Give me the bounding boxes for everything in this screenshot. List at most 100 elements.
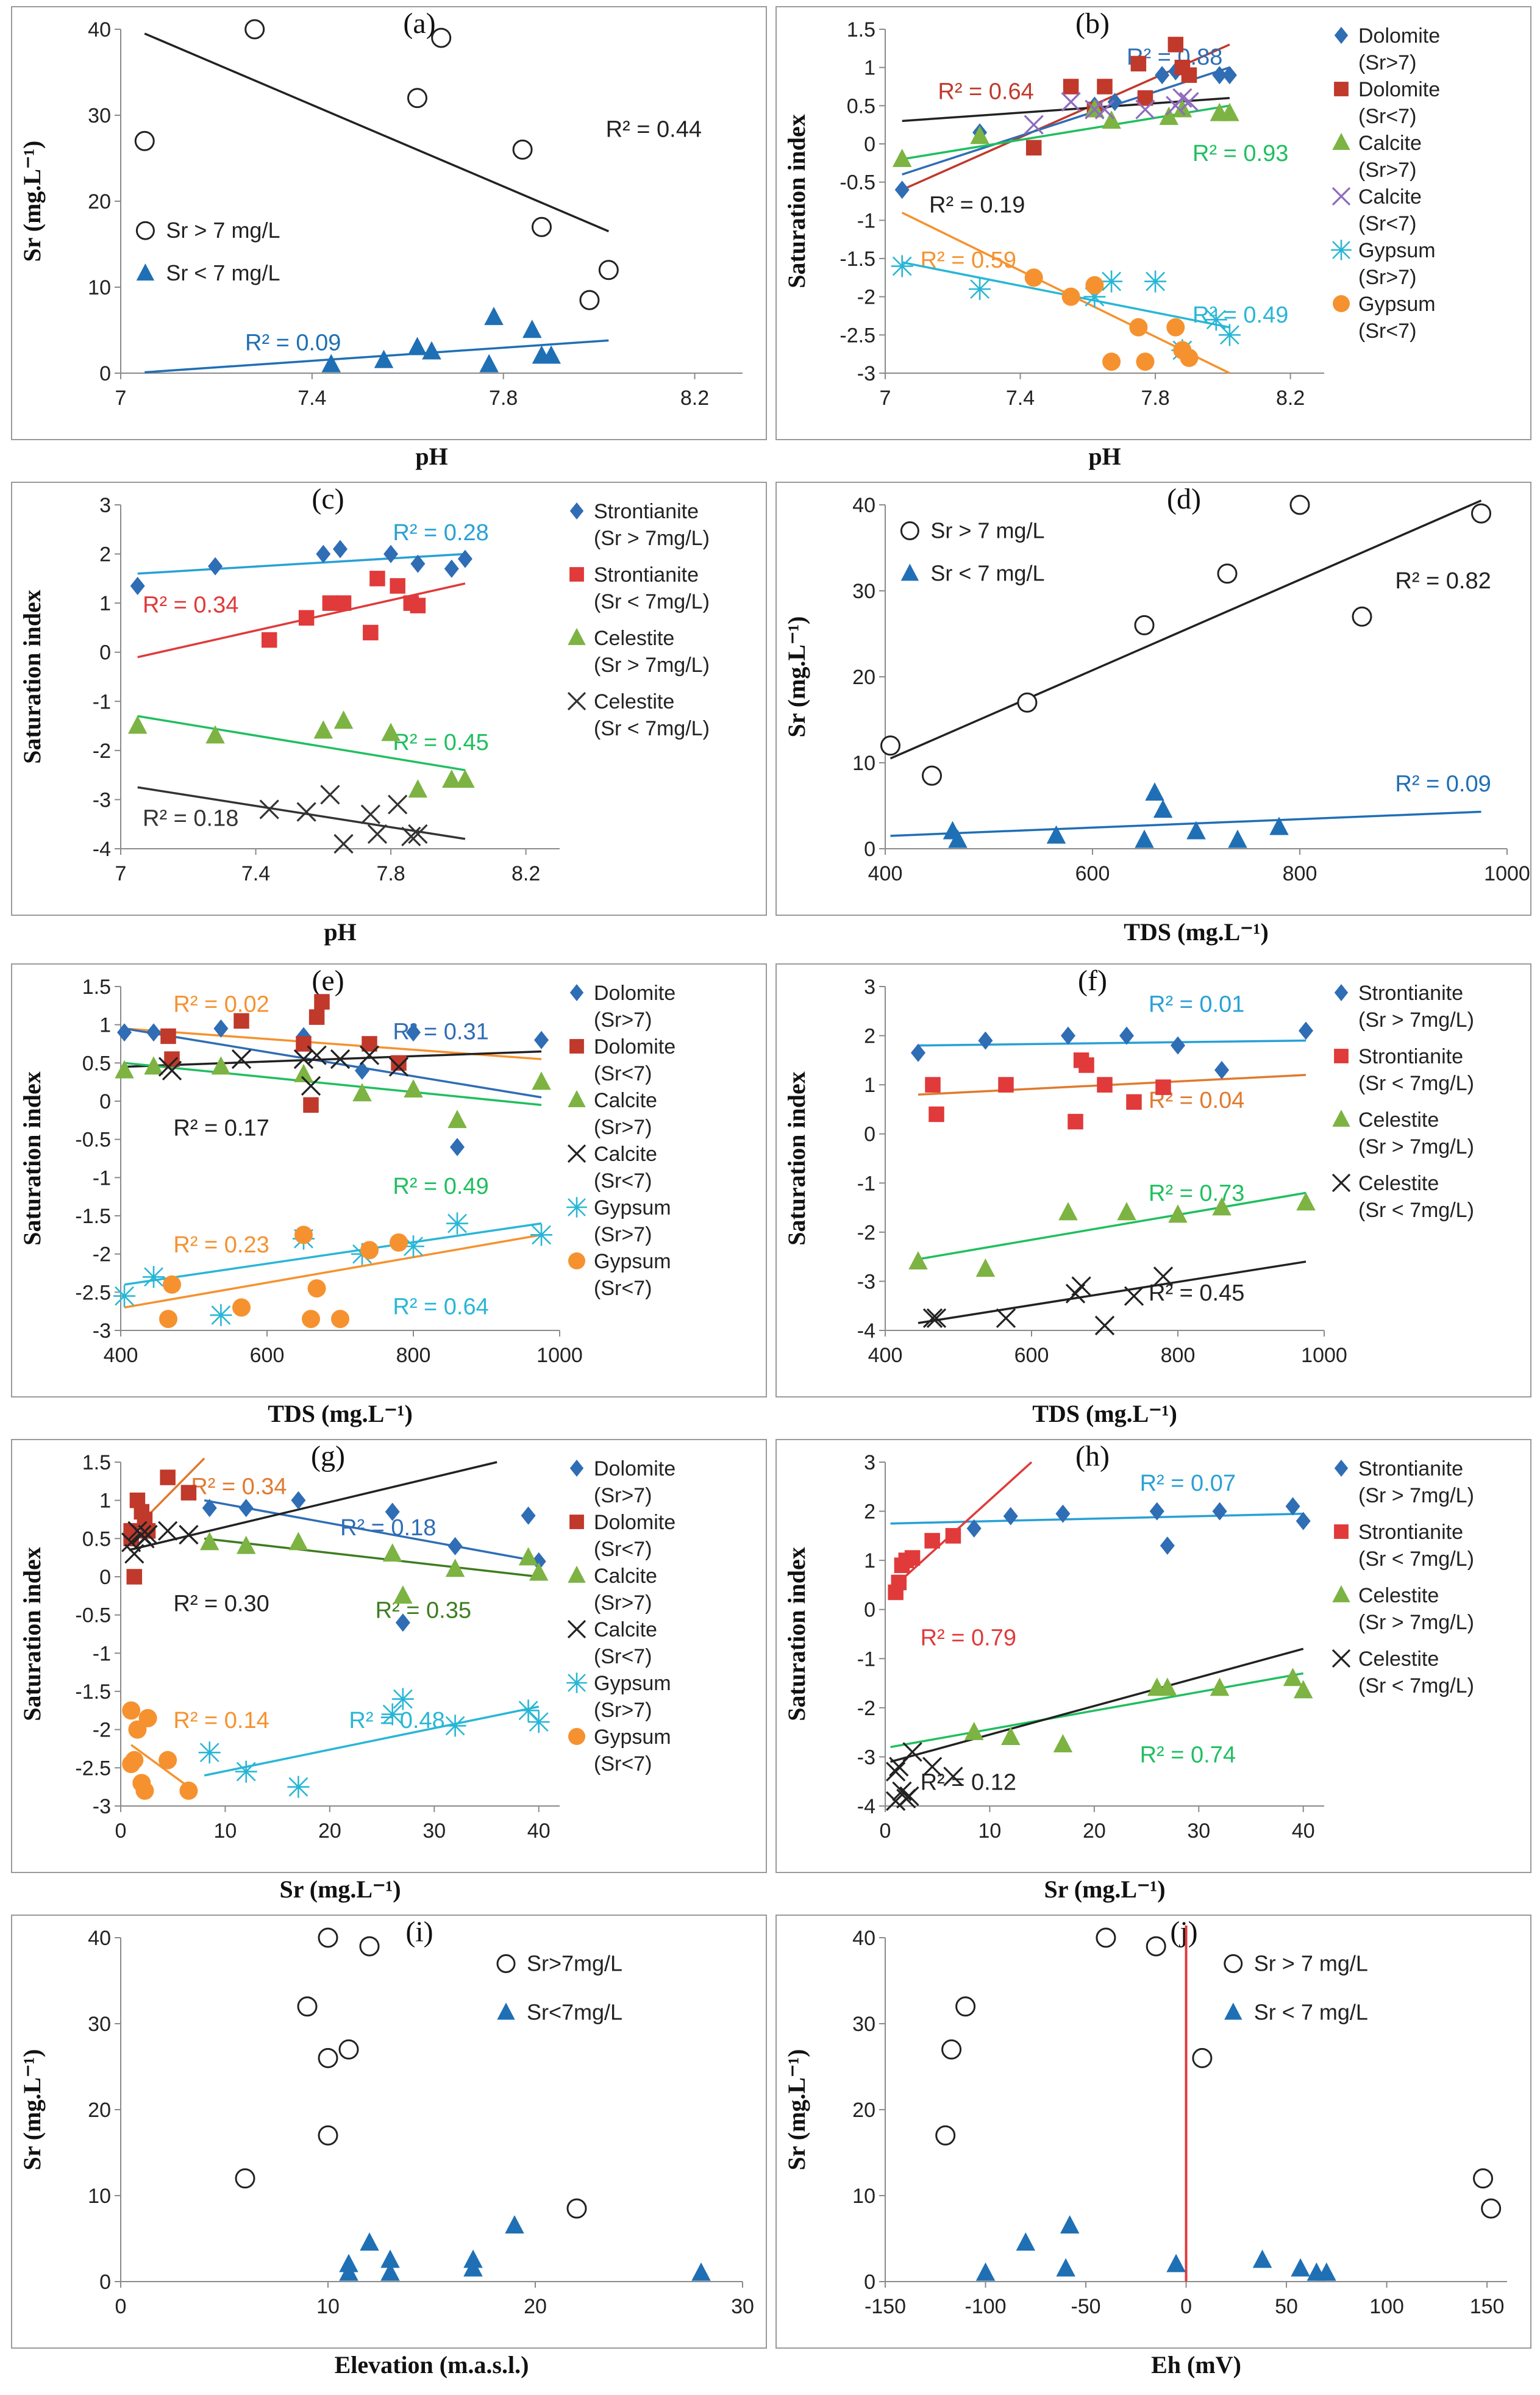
data-point xyxy=(333,710,354,729)
panel-border xyxy=(11,1439,767,1873)
legend-entry-qualifier: (Sr>7) xyxy=(594,1008,652,1032)
data-point xyxy=(1212,66,1227,85)
data-point xyxy=(381,1703,404,1726)
data-point xyxy=(902,1742,922,1762)
r2-label: R² = 0.45 xyxy=(393,730,488,755)
x-tick-label: 1000 xyxy=(537,1344,583,1367)
y-tick-label: -1 xyxy=(857,1647,875,1671)
trendline xyxy=(137,786,466,840)
data-point xyxy=(122,1701,141,1720)
legend-entry: Sr > 7 mg/L xyxy=(930,518,1044,543)
x-tick-label: 20 xyxy=(1083,1819,1106,1843)
legend: Sr > 7 mg/L Sr < 7 mg/L xyxy=(135,218,280,285)
data-point xyxy=(691,2262,711,2281)
y-tick-label: -2 xyxy=(93,1719,111,1742)
y-axis-title: Saturation index xyxy=(18,1071,46,1246)
data-point xyxy=(390,1233,408,1252)
data-point xyxy=(891,1574,907,1591)
data-point xyxy=(138,1524,158,1545)
data-point xyxy=(447,1537,463,1555)
legend-entry: Sr > 7 mg/L xyxy=(166,218,280,243)
data-point xyxy=(1134,615,1155,635)
data-point xyxy=(144,1056,163,1075)
x-axis-title: Elevation (m.a.s.l.) xyxy=(335,2351,529,2379)
data-point xyxy=(113,1285,135,1307)
data-point xyxy=(541,345,561,364)
series-celestite-sr-7mg-l- xyxy=(922,1266,1174,1336)
trendline xyxy=(889,1461,1033,1591)
data-point xyxy=(1097,79,1113,95)
data-point xyxy=(388,794,408,815)
r2-label: R² = 0.93 xyxy=(1192,141,1288,166)
y-tick-label: 1.5 xyxy=(847,18,875,41)
data-point xyxy=(146,1023,161,1042)
y-tick-label: 40 xyxy=(852,494,875,517)
legend-marker xyxy=(568,1090,586,1107)
data-point xyxy=(455,769,475,788)
data-point xyxy=(408,779,428,798)
legend-entry-qualifier: (Sr>7) xyxy=(1358,266,1416,289)
y-tick-label: 3 xyxy=(864,1451,875,1474)
data-point xyxy=(479,354,499,373)
data-point xyxy=(1179,91,1199,112)
data-point xyxy=(1180,348,1199,367)
y-tick-label: -2.5 xyxy=(75,1757,111,1780)
series-strontianite-sr-7mg-l- xyxy=(925,1052,1171,1130)
y-tick-label: 10 xyxy=(852,752,875,775)
trendline xyxy=(902,97,1230,123)
x-tick-label: 20 xyxy=(524,2295,547,2318)
data-point xyxy=(1094,1315,1115,1336)
data-point xyxy=(521,1506,536,1525)
data-point xyxy=(390,578,405,594)
y-tick-label: 0 xyxy=(99,1566,111,1589)
data-point xyxy=(1117,1202,1136,1221)
x-tick-label: 30 xyxy=(1187,1819,1210,1843)
data-point xyxy=(208,557,223,576)
y-axis-title: Sr (mg.L⁻¹) xyxy=(783,2049,810,2170)
legend-entry: Strontianite xyxy=(1358,1045,1463,1068)
series-gypsum-sr-7- xyxy=(1024,268,1199,371)
data-point xyxy=(1061,1026,1075,1045)
y-axis-title: Saturation index xyxy=(783,1071,810,1246)
data-point xyxy=(359,1045,380,1065)
y-tick-label: 30 xyxy=(88,104,111,127)
data-point xyxy=(134,130,155,151)
r2-label: R² = 0.64 xyxy=(938,79,1033,105)
panel-label: (e) xyxy=(312,965,344,997)
y-tick-label: 20 xyxy=(88,2099,111,2122)
y-tick-label: -3 xyxy=(857,1746,875,1769)
r2-label: R² = 0.23 xyxy=(173,1232,269,1258)
legend-entry-qualifier: (Sr>7) xyxy=(594,1116,652,1139)
data-point xyxy=(1159,106,1178,125)
series-calcite-sr-7- xyxy=(1024,88,1199,135)
series-sr-7-mg-l xyxy=(975,2215,1336,2281)
trendline xyxy=(137,552,466,575)
y-tick-label: 0 xyxy=(864,838,875,861)
data-point xyxy=(320,785,340,805)
data-point xyxy=(126,1569,143,1585)
data-point xyxy=(202,1499,217,1518)
y-tick-label: 1 xyxy=(864,1549,875,1572)
legend-marker xyxy=(1224,2002,1242,2020)
r2-label: R² = 0.34 xyxy=(143,593,238,618)
data-point xyxy=(941,2039,962,2060)
x-tick-label: 800 xyxy=(1283,862,1317,885)
data-point xyxy=(159,1751,177,1769)
y-tick-label: -2 xyxy=(857,286,875,309)
data-point xyxy=(160,1028,176,1044)
r2-label: R² = 0.01 xyxy=(1149,991,1244,1017)
series-strontianite-sr-7mg-l- xyxy=(130,540,472,595)
legend-marker xyxy=(567,1144,586,1163)
y-axis-title: Saturation index xyxy=(18,590,46,764)
r2-label: R² = 0.30 xyxy=(173,1591,269,1616)
data-point xyxy=(431,27,452,48)
data-point xyxy=(1025,140,1042,156)
legend: Sr > 7 mg/L Sr < 7 mg/L xyxy=(900,518,1044,586)
data-point xyxy=(1155,1079,1171,1095)
legend-marker xyxy=(568,1728,585,1745)
data-point xyxy=(159,1310,177,1329)
r2-label: R² = 0.18 xyxy=(340,1515,436,1541)
y-tick-label: -3 xyxy=(93,1795,111,1818)
r2-label: R² = 0.79 xyxy=(921,1626,1016,1651)
legend-marker xyxy=(1332,132,1350,150)
